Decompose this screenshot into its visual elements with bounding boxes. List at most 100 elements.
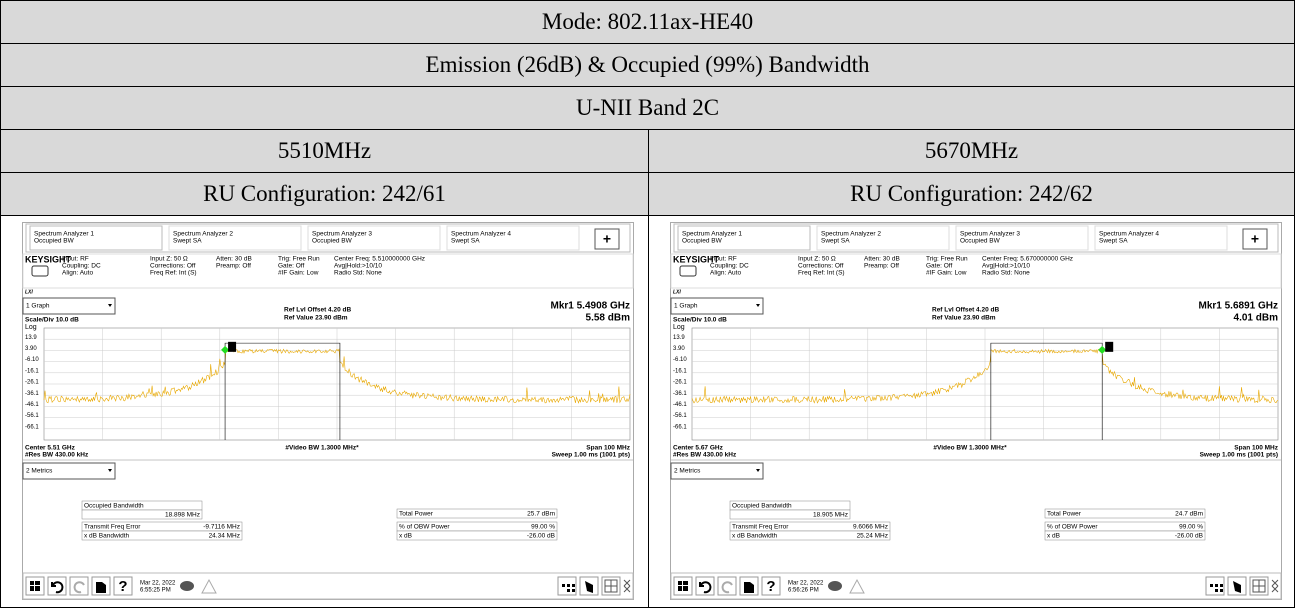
add-tab-button[interactable] xyxy=(1242,228,1268,250)
y-tick-label: -26.1 xyxy=(25,380,39,386)
y-tick-label: -56.1 xyxy=(25,413,39,419)
add-tab-label: + xyxy=(1251,231,1259,247)
help-button[interactable] xyxy=(113,576,133,596)
keypad-icon xyxy=(562,584,575,592)
setting: Center Freq: 5.670000000 GHz xyxy=(982,256,1073,263)
ref-value: Ref Value 23.90 dBm xyxy=(932,315,996,322)
res-bw: #Res BW 430.00 kHz xyxy=(25,452,89,459)
graph-select[interactable] xyxy=(22,297,116,315)
graph-select-label: 1 Graph xyxy=(26,303,50,310)
marker-diamond xyxy=(1098,345,1107,354)
metric-label: x dB Bandwidth xyxy=(84,533,130,540)
frequency-cell: 5510MHz xyxy=(0,129,649,173)
setting: Input Z: 50 Ω xyxy=(150,256,188,263)
touch-icon xyxy=(585,581,593,593)
setting: Input: RF xyxy=(62,256,89,263)
mode-row: Mode: 802.11ax-HE40 xyxy=(0,0,1295,44)
setting: Avg|Hold:>10/10 xyxy=(334,263,382,270)
undo-icon xyxy=(51,581,64,594)
setting: Trig: Free Run xyxy=(926,256,968,263)
tab xyxy=(677,225,811,251)
metric-label: Total Power xyxy=(1047,511,1082,518)
log-label: Log xyxy=(673,324,685,331)
ref-value: Ref Value 23.90 dBm xyxy=(284,315,348,322)
metric-label: Total Power xyxy=(399,511,434,518)
metric-row xyxy=(81,530,243,541)
y-tick-label: -6.10 xyxy=(673,357,687,363)
info-bar xyxy=(22,253,634,289)
marker-level: 5.58 dBm xyxy=(586,313,631,324)
info-bar xyxy=(670,253,1282,289)
brand: KEYSIGHT xyxy=(25,254,72,264)
tab-title: Spectrum Analyzer 4 xyxy=(1099,231,1159,238)
y-tick-label: -46.1 xyxy=(25,402,39,408)
local-icon xyxy=(679,265,697,277)
setting: Preamp: Off xyxy=(864,263,899,270)
tab-subtitle: Swept SA xyxy=(451,238,480,245)
metric-value: 25.24 MHz xyxy=(857,533,888,540)
metric-row xyxy=(396,530,558,541)
setting: #IF Gain: Low xyxy=(926,270,967,277)
grid-icon xyxy=(604,579,618,593)
metric-label: % of OBW Power xyxy=(1047,524,1098,531)
y-tick-label: -66.1 xyxy=(25,424,39,430)
obw-value: 18.905 MHz xyxy=(813,512,848,519)
span: Span 100 MHz xyxy=(1234,445,1278,452)
windows-icon xyxy=(678,581,688,591)
help-button[interactable] xyxy=(761,576,781,596)
band-row: U-NII Band 2C xyxy=(0,86,1295,130)
metrics-select[interactable] xyxy=(22,462,116,480)
obw-value: 18.898 MHz xyxy=(165,512,200,519)
warning-icon xyxy=(849,578,865,594)
ref-offset: Ref Lvl Offset 4.20 dB xyxy=(932,307,999,314)
y-tick-label: -36.1 xyxy=(673,391,687,397)
setting: Input Z: 50 Ω xyxy=(798,256,836,263)
tab xyxy=(446,225,580,251)
span: Span 100 MHz xyxy=(586,445,630,452)
warning-icon xyxy=(201,578,217,594)
trace xyxy=(691,348,1279,404)
local-icon xyxy=(31,265,49,277)
frequency-cell: 5670MHz xyxy=(648,129,1295,173)
marker-box xyxy=(228,341,237,352)
bandwidth-lines xyxy=(990,342,1103,440)
sweep: Sweep 1.00 ms (1001 pts) xyxy=(552,452,630,459)
metric-value: 24.7 dBm xyxy=(1175,511,1203,518)
help-icon: ? xyxy=(118,578,127,595)
obw-value-box xyxy=(729,509,851,520)
metric-value: 24.34 MHz xyxy=(209,533,240,540)
graph-select[interactable] xyxy=(670,297,764,315)
setting: Atten: 30 dB xyxy=(216,256,252,263)
marker-frequency: Mkr1 5.4908 GHz xyxy=(551,301,631,312)
y-tick-label: -16.1 xyxy=(673,368,687,374)
bandwidth-lines xyxy=(224,342,341,440)
setting: Coupling: DC xyxy=(710,263,749,270)
ru-cell: RU Configuration: 242/61 xyxy=(0,172,649,216)
metric-label: x dB xyxy=(1047,533,1060,540)
chat-icon xyxy=(180,581,194,591)
tab-subtitle: Occupied BW xyxy=(682,238,723,245)
fullscreen-icon xyxy=(623,579,631,593)
setting: Trig: Free Run xyxy=(278,256,320,263)
undo-icon xyxy=(699,581,712,594)
tab-subtitle: Swept SA xyxy=(821,238,850,245)
metrics-select[interactable] xyxy=(670,462,764,480)
help-icon: ? xyxy=(766,578,775,595)
metric-value: 9.6066 MHz xyxy=(853,524,888,531)
metric-value: -26.00 dB xyxy=(1175,533,1203,540)
date: Mar 22, 2022 xyxy=(140,581,176,587)
file-icon xyxy=(744,582,754,593)
tab-subtitle: Occupied BW xyxy=(312,238,353,245)
ru-cell: RU Configuration: 242/62 xyxy=(648,172,1295,216)
add-tab-button[interactable] xyxy=(594,228,620,250)
marker-diamond xyxy=(221,345,230,354)
setting: Corrections: Off xyxy=(150,263,196,270)
setting: Preamp: Off xyxy=(216,263,251,270)
y-tick-label: -26.1 xyxy=(673,380,687,386)
sweep: Sweep 1.00 ms (1001 pts) xyxy=(1200,452,1278,459)
setting: Radio Std: None xyxy=(334,270,382,277)
y-tick-label: 3.90 xyxy=(25,346,37,352)
fullscreen-icon xyxy=(1271,579,1279,593)
